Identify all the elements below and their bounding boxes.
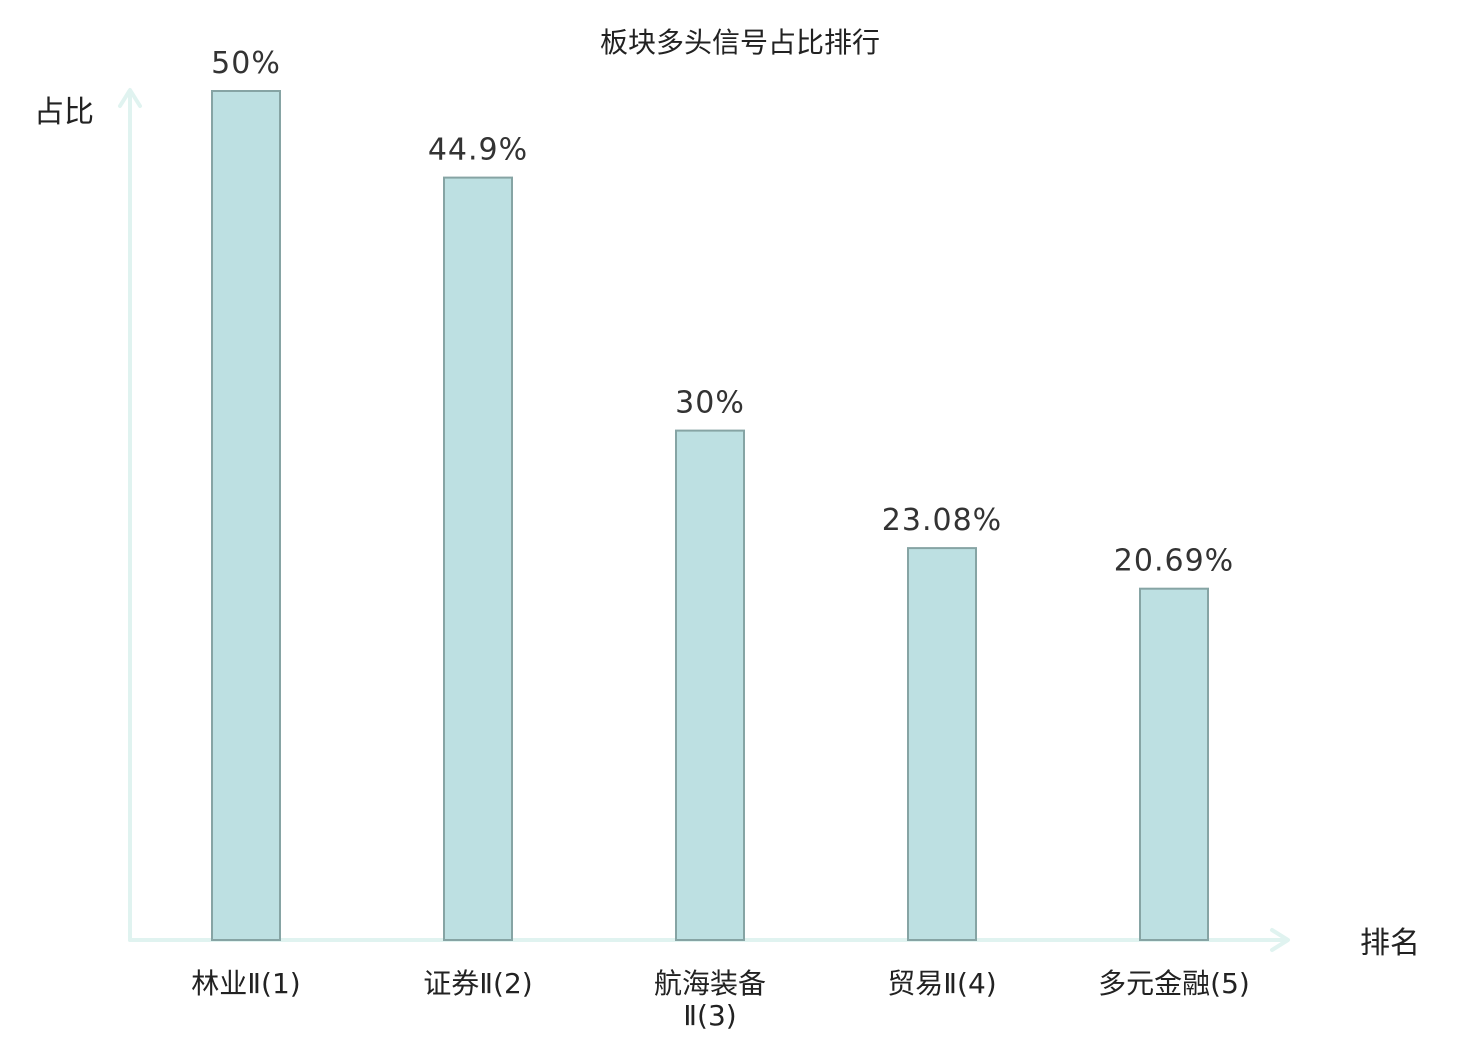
x-axis-label: 排名 <box>1360 926 1420 961</box>
category-label-3-line-1: 航海装备 <box>654 967 766 1000</box>
bar-3 <box>675 429 745 941</box>
bar-5 <box>1139 587 1209 941</box>
chart-title: 板块多头信号占比排行 <box>600 26 880 59</box>
y-axis-arrow-icon <box>118 88 142 108</box>
category-label-3-line-2: Ⅱ(3) <box>683 999 736 1032</box>
bar-4 <box>907 547 977 942</box>
bar-1 <box>211 90 281 941</box>
bars <box>211 90 1209 942</box>
x-axis-arrow-icon <box>1270 928 1290 952</box>
value-label-4: 23.08% <box>882 503 1002 538</box>
value-label-2: 44.9% <box>428 133 528 168</box>
y-axis-label: 占比 <box>34 95 94 130</box>
category-label-2: 证券Ⅱ(2) <box>423 967 532 1000</box>
value-label-3: 30% <box>675 386 745 421</box>
bar-2 <box>443 176 513 941</box>
value-labels: 50% 44.9% 30% 23.08% 20.69% <box>211 46 1234 579</box>
value-label-5: 20.69% <box>1114 544 1234 579</box>
category-label-5: 多元金融(5) <box>1098 967 1250 1000</box>
value-label-1: 50% <box>211 46 281 81</box>
category-label-1: 林业Ⅱ(1) <box>191 967 300 1000</box>
category-label-4: 贸易Ⅱ(4) <box>887 967 996 1000</box>
